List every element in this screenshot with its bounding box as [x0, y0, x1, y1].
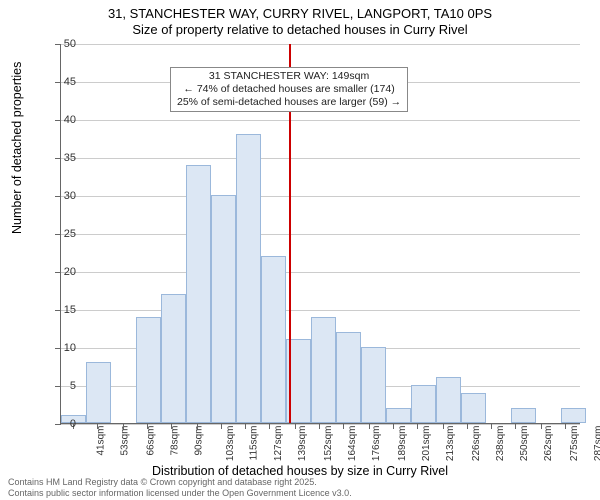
attribution-footer: Contains HM Land Registry data © Crown c…: [8, 477, 352, 498]
x-tick-mark: [319, 423, 320, 429]
x-tick-label: 41sqm: [96, 426, 107, 456]
histogram-bar: [386, 408, 411, 423]
x-tick-mark: [417, 423, 418, 429]
histogram-bar: [511, 408, 536, 423]
gridline-h: [61, 196, 580, 197]
x-axis-title: Distribution of detached houses by size …: [0, 464, 600, 478]
histogram-bar: [336, 332, 361, 423]
gridline-h: [61, 158, 580, 159]
x-tick-mark: [565, 423, 566, 429]
x-tick-label: 127sqm: [273, 426, 284, 462]
x-tick-mark: [269, 423, 270, 429]
x-tick-label: 115sqm: [248, 426, 259, 461]
y-axis-title: Number of detached properties: [10, 62, 24, 234]
y-tick-label: 35: [46, 152, 76, 164]
x-tick-mark: [443, 423, 444, 429]
annotation-box: 31 STANCHESTER WAY: 149sqm← 74% of detac…: [170, 67, 408, 112]
x-tick-mark: [171, 423, 172, 429]
x-tick-label: 213sqm: [445, 426, 456, 462]
annotation-line-2: ← 74% of detached houses are smaller (17…: [177, 83, 401, 96]
histogram-bar: [361, 347, 386, 423]
y-tick-label: 10: [46, 342, 76, 354]
gridline-h: [61, 272, 580, 273]
y-tick-label: 20: [46, 266, 76, 278]
histogram-bar: [86, 362, 111, 423]
chart-title-block: 31, STANCHESTER WAY, CURRY RIVEL, LANGPO…: [0, 0, 600, 39]
histogram-bar: [211, 195, 236, 423]
x-tick-label: 287sqm: [593, 426, 600, 462]
histogram-bar: [311, 317, 336, 423]
histogram-bar: [236, 134, 261, 423]
y-tick-label: 40: [46, 114, 76, 126]
footer-line-1: Contains HM Land Registry data © Crown c…: [8, 477, 352, 487]
y-tick-label: 50: [46, 38, 76, 50]
histogram-bar: [561, 408, 586, 423]
x-tick-mark: [221, 423, 222, 429]
title-line-1: 31, STANCHESTER WAY, CURRY RIVEL, LANGPO…: [0, 6, 600, 22]
x-tick-mark: [245, 423, 246, 429]
histogram-bar: [261, 256, 286, 423]
x-tick-label: 201sqm: [421, 426, 432, 462]
x-tick-label: 103sqm: [225, 426, 236, 462]
x-tick-label: 226sqm: [471, 426, 482, 462]
x-tick-label: 189sqm: [397, 426, 408, 462]
x-tick-mark: [197, 423, 198, 429]
title-line-2: Size of property relative to detached ho…: [0, 22, 600, 38]
histogram-bar: [186, 165, 211, 423]
y-tick-label: 30: [46, 190, 76, 202]
histogram-plot-area: 41sqm53sqm66sqm78sqm90sqm103sqm115sqm127…: [60, 44, 580, 424]
histogram-bar: [436, 377, 461, 423]
x-tick-mark: [541, 423, 542, 429]
x-tick-label: 139sqm: [297, 426, 308, 462]
x-tick-label: 53sqm: [120, 426, 131, 456]
y-tick-label: 0: [46, 418, 76, 430]
x-tick-label: 250sqm: [519, 426, 530, 462]
x-tick-label: 152sqm: [323, 426, 334, 462]
histogram-bar: [161, 294, 186, 423]
footer-line-2: Contains public sector information licen…: [8, 488, 352, 498]
gridline-h: [61, 310, 580, 311]
histogram-bar: [411, 385, 436, 423]
x-tick-mark: [515, 423, 516, 429]
gridline-h: [61, 120, 580, 121]
x-tick-mark: [147, 423, 148, 429]
y-tick-label: 5: [46, 380, 76, 392]
x-tick-label: 66sqm: [146, 426, 157, 456]
annotation-line-3: 25% of semi-detached houses are larger (…: [177, 96, 401, 109]
x-tick-label: 238sqm: [495, 426, 506, 462]
y-tick-label: 25: [46, 228, 76, 240]
x-tick-mark: [369, 423, 370, 429]
x-tick-label: 262sqm: [543, 426, 554, 462]
x-tick-mark: [343, 423, 344, 429]
x-tick-mark: [295, 423, 296, 429]
x-tick-label: 90sqm: [194, 426, 205, 456]
annotation-line-1: 31 STANCHESTER WAY: 149sqm: [177, 70, 401, 83]
gridline-h: [61, 234, 580, 235]
x-tick-mark: [97, 423, 98, 429]
gridline-h: [61, 44, 580, 45]
y-tick-label: 45: [46, 76, 76, 88]
x-tick-mark: [467, 423, 468, 429]
y-tick-label: 15: [46, 304, 76, 316]
x-tick-mark: [123, 423, 124, 429]
x-tick-mark: [393, 423, 394, 429]
x-tick-label: 164sqm: [347, 426, 358, 462]
histogram-bar: [136, 317, 161, 423]
x-tick-mark: [491, 423, 492, 429]
histogram-bar: [461, 393, 486, 423]
x-tick-label: 176sqm: [371, 426, 382, 462]
x-tick-label: 275sqm: [569, 426, 580, 462]
x-tick-label: 78sqm: [170, 426, 181, 456]
